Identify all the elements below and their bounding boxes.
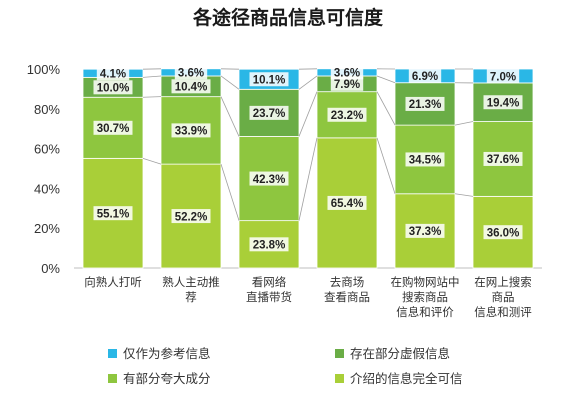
- data-label: 10.4%: [175, 82, 208, 94]
- data-label-background: [93, 120, 133, 135]
- data-label-background: [486, 68, 520, 83]
- data-label: 23.8%: [253, 240, 286, 252]
- series-connector-line: [376, 137, 396, 194]
- data-label: 10.1%: [253, 75, 286, 87]
- data-label-background: [405, 223, 445, 238]
- data-label-background: [327, 195, 367, 210]
- data-label: 55.1%: [97, 208, 130, 220]
- series-connector-line: [376, 91, 396, 126]
- series-connector-line: [142, 75, 162, 78]
- series-connector-line: [454, 193, 474, 197]
- data-label-background: [249, 237, 289, 252]
- data-label: 3.6%: [178, 68, 204, 80]
- data-label-background: [249, 171, 289, 186]
- data-label-background: [171, 79, 211, 94]
- data-label: 3.6%: [334, 68, 360, 80]
- series-connector-line: [220, 96, 240, 137]
- series-connector-line: [142, 157, 162, 165]
- data-label-background: [96, 66, 130, 81]
- series-connector-line: [454, 121, 474, 126]
- legend-label: 存在部分虚假信息: [350, 346, 450, 361]
- data-label: 36.0%: [487, 227, 520, 239]
- legend-swatch: [335, 349, 344, 358]
- data-label-background: [249, 72, 289, 87]
- y-tick-label: 60%: [34, 142, 60, 157]
- data-label: 10.0%: [97, 83, 130, 95]
- chart-title: 各途径商品信息可信度: [192, 6, 384, 29]
- x-category-label: 看网络直播带货: [246, 275, 292, 304]
- data-label: 4.1%: [100, 69, 126, 81]
- data-label-background: [171, 123, 211, 138]
- data-label-background: [93, 206, 133, 221]
- y-tick-label: 40%: [34, 181, 60, 196]
- data-label: 7.9%: [334, 79, 360, 91]
- data-label: 30.7%: [97, 123, 130, 135]
- data-label: 21.3%: [409, 99, 442, 111]
- legend-label: 介绍的信息完全可信: [350, 371, 463, 386]
- data-label: 37.3%: [409, 226, 442, 238]
- data-label-background: [171, 209, 211, 224]
- series-connector-line: [376, 75, 396, 84]
- data-label-background: [408, 68, 442, 83]
- data-label-background: [483, 151, 523, 166]
- data-label: 37.6%: [487, 154, 520, 166]
- legend-label: 仅作为参考信息: [123, 346, 211, 361]
- y-tick-label: 80%: [34, 102, 60, 117]
- data-label-background: [483, 225, 523, 240]
- legend-label: 有部分夸大成分: [123, 371, 211, 386]
- series-connector-line: [298, 137, 318, 221]
- series-connector-line: [220, 164, 240, 221]
- y-tick-label: 0%: [41, 261, 60, 276]
- data-label: 33.9%: [175, 126, 208, 138]
- data-label: 23.7%: [253, 108, 286, 120]
- data-label: 42.3%: [253, 174, 286, 186]
- data-label-background: [174, 65, 208, 80]
- data-label: 65.4%: [331, 198, 364, 210]
- data-label-background: [330, 65, 364, 80]
- y-tick-label: 100%: [27, 62, 61, 77]
- series-connector-line: [142, 96, 162, 98]
- data-label-background: [327, 107, 367, 122]
- x-category-label: 去商场查看商品: [324, 275, 370, 304]
- data-label: 7.0%: [490, 71, 516, 83]
- legend-swatch: [108, 349, 117, 358]
- data-label: 23.2%: [331, 110, 364, 122]
- data-label-background: [330, 76, 364, 91]
- data-label-background: [249, 105, 289, 120]
- series-connector-line: [220, 75, 240, 90]
- series-connector-line: [298, 75, 318, 90]
- x-category-label: 向熟人打听: [84, 275, 142, 289]
- series-connector-line: [298, 91, 318, 137]
- legend-swatch: [108, 374, 117, 383]
- data-label: 6.9%: [412, 71, 438, 83]
- plot-area: 0% 20% 40% 60% 80% 100% 55.1% 52.2% 23.8% 65.4% 37…: [27, 62, 542, 319]
- data-label-background: [483, 95, 523, 110]
- data-label-background: [405, 152, 445, 167]
- legend-swatch: [335, 374, 344, 383]
- x-category-label: 在网上搜索商品信息和测评: [474, 275, 532, 319]
- data-label: 19.4%: [487, 98, 520, 110]
- data-label: 52.2%: [175, 211, 208, 223]
- data-label-background: [405, 96, 445, 111]
- x-category-label: 在购物网站中搜索商品信息和评价: [391, 275, 460, 319]
- x-category-label: 熟人主动推荐: [162, 275, 220, 304]
- y-tick-label: 20%: [34, 221, 60, 236]
- data-label-background: [93, 80, 133, 95]
- data-label: 34.5%: [409, 155, 442, 167]
